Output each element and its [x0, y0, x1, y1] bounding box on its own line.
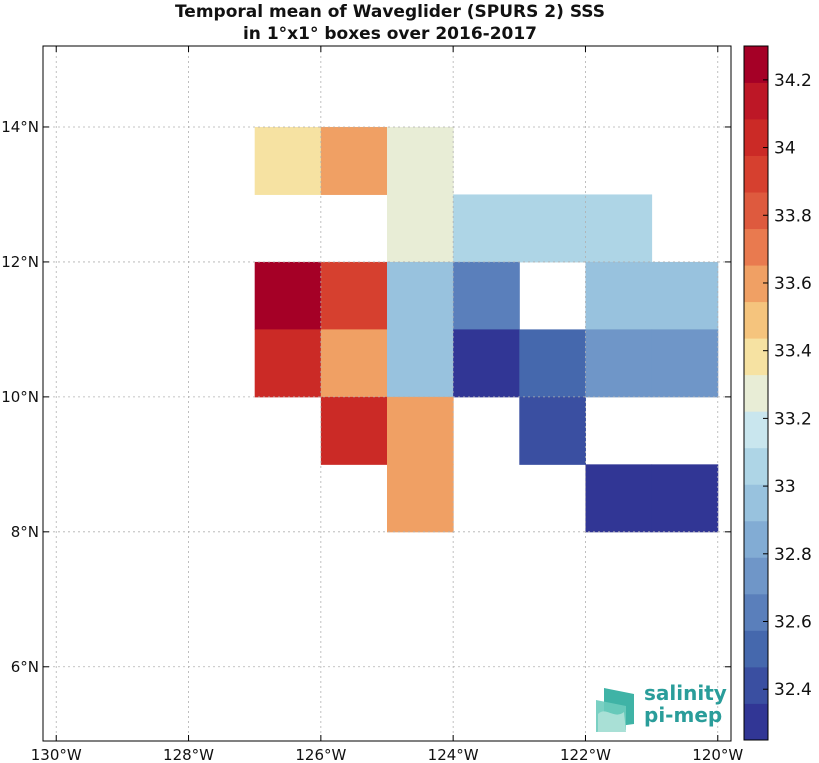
y-tick-label-3: 12°N [1, 253, 39, 271]
colorbar-bin-13 [744, 228, 768, 266]
colorbar-bin-10 [744, 338, 768, 376]
logo-text-pi-mep: pi-mep [644, 703, 722, 727]
cell-16 [453, 329, 520, 398]
x-tick-label-3: 124°W [428, 746, 479, 763]
colorbar: 32.4 32.6 32.8 33 33.2 33.4 33.6 33.8 34 34.2 [743, 45, 812, 741]
colorbar-bin-16 [744, 119, 768, 156]
grid-layer [43, 46, 731, 741]
colorbar-bin-1 [744, 666, 768, 704]
colorbar-bin-4 [744, 557, 768, 595]
colorbar-tick-label-3: 33 [774, 477, 796, 497]
cell-21 [387, 396, 454, 465]
logo-text-salinity: salinity [644, 681, 727, 705]
axis-layer: 130°W 128°W 126°W 124°W 122°W 120°W 6°N 8°N 10°N… [1, 46, 743, 763]
cell-4 [453, 194, 520, 263]
cell-18 [585, 329, 653, 398]
x-tick-label-4: 122°W [560, 746, 611, 763]
cell-0 [254, 126, 322, 195]
cell-19 [651, 329, 719, 398]
cell-5 [519, 194, 586, 263]
cell-2 [387, 126, 454, 195]
cell-3 [387, 194, 454, 263]
colorbar-bin-11 [744, 301, 768, 339]
colorbar-bin-8 [744, 411, 768, 449]
colorbar-bin-14 [744, 192, 768, 230]
chart-title-line-1: Temporal mean of Waveglider (SPURS 2) SS… [174, 2, 606, 22]
colorbar-bin-9 [744, 374, 768, 412]
colorbar-bin-5 [744, 520, 768, 558]
cell-15 [387, 329, 454, 398]
colorbar-tick-label-2: 32.8 [774, 545, 812, 565]
colorbar-tick-label-9: 34.2 [774, 71, 812, 91]
colorbar-tick-label-4: 33.2 [774, 409, 812, 429]
colorbar-tick-label-5: 33.4 [774, 342, 812, 362]
colorbar-bin-7 [744, 447, 768, 485]
colorbar-bin-3 [744, 593, 768, 631]
cell-11 [585, 261, 653, 330]
chart-title-line-2: in 1°x1° boxes over 2016-2017 [242, 24, 538, 44]
colorbar-bin-12 [744, 265, 768, 303]
cell-17 [519, 329, 586, 398]
cell-12 [651, 261, 719, 330]
cell-22 [519, 396, 586, 465]
y-tick-label-4: 14°N [1, 118, 39, 136]
y-tick-label-2: 10°N [1, 388, 39, 406]
colorbar-tick-label-1: 32.6 [774, 613, 812, 633]
cell-9 [387, 261, 454, 330]
colorbar-bin-6 [744, 484, 768, 522]
colorbar-bin-2 [744, 630, 768, 668]
y-tick-label-1: 8°N [11, 523, 39, 541]
colorbar-frame [743, 45, 769, 741]
colorbar-bin-15 [744, 155, 768, 193]
cell-10 [453, 261, 520, 330]
x-tick-label-1: 128°W [163, 746, 214, 763]
cell-25 [651, 464, 719, 533]
cell-8 [320, 261, 388, 330]
cell-14 [320, 329, 388, 398]
plot-frame [42, 45, 732, 742]
cell-1 [320, 126, 388, 195]
colorbar-tick-label-7: 33.8 [774, 206, 812, 226]
y-tick-label-0: 6°N [11, 658, 39, 676]
cell-24 [585, 464, 653, 533]
x-tick-label-5: 120°W [692, 746, 743, 763]
colorbar-tick-label-6: 33.6 [774, 274, 812, 294]
cell-6 [585, 194, 653, 263]
cell-13 [254, 329, 322, 398]
cell-23 [387, 464, 454, 533]
colorbar-bin-17 [744, 82, 768, 120]
colorbar-tick-label-8: 34 [774, 139, 796, 159]
x-tick-label-0: 130°W [31, 746, 82, 763]
colorbar-bin-0 [744, 703, 768, 741]
salinity-pi-mep-logo: salinity pi-mep [596, 681, 727, 732]
cell-20 [320, 396, 388, 465]
cells-layer [254, 126, 719, 533]
colorbar-tick-label-0: 32.4 [774, 680, 812, 700]
cell-7 [254, 261, 322, 330]
x-tick-label-2: 126°W [295, 746, 346, 763]
colorbar-bin-18 [744, 46, 768, 83]
